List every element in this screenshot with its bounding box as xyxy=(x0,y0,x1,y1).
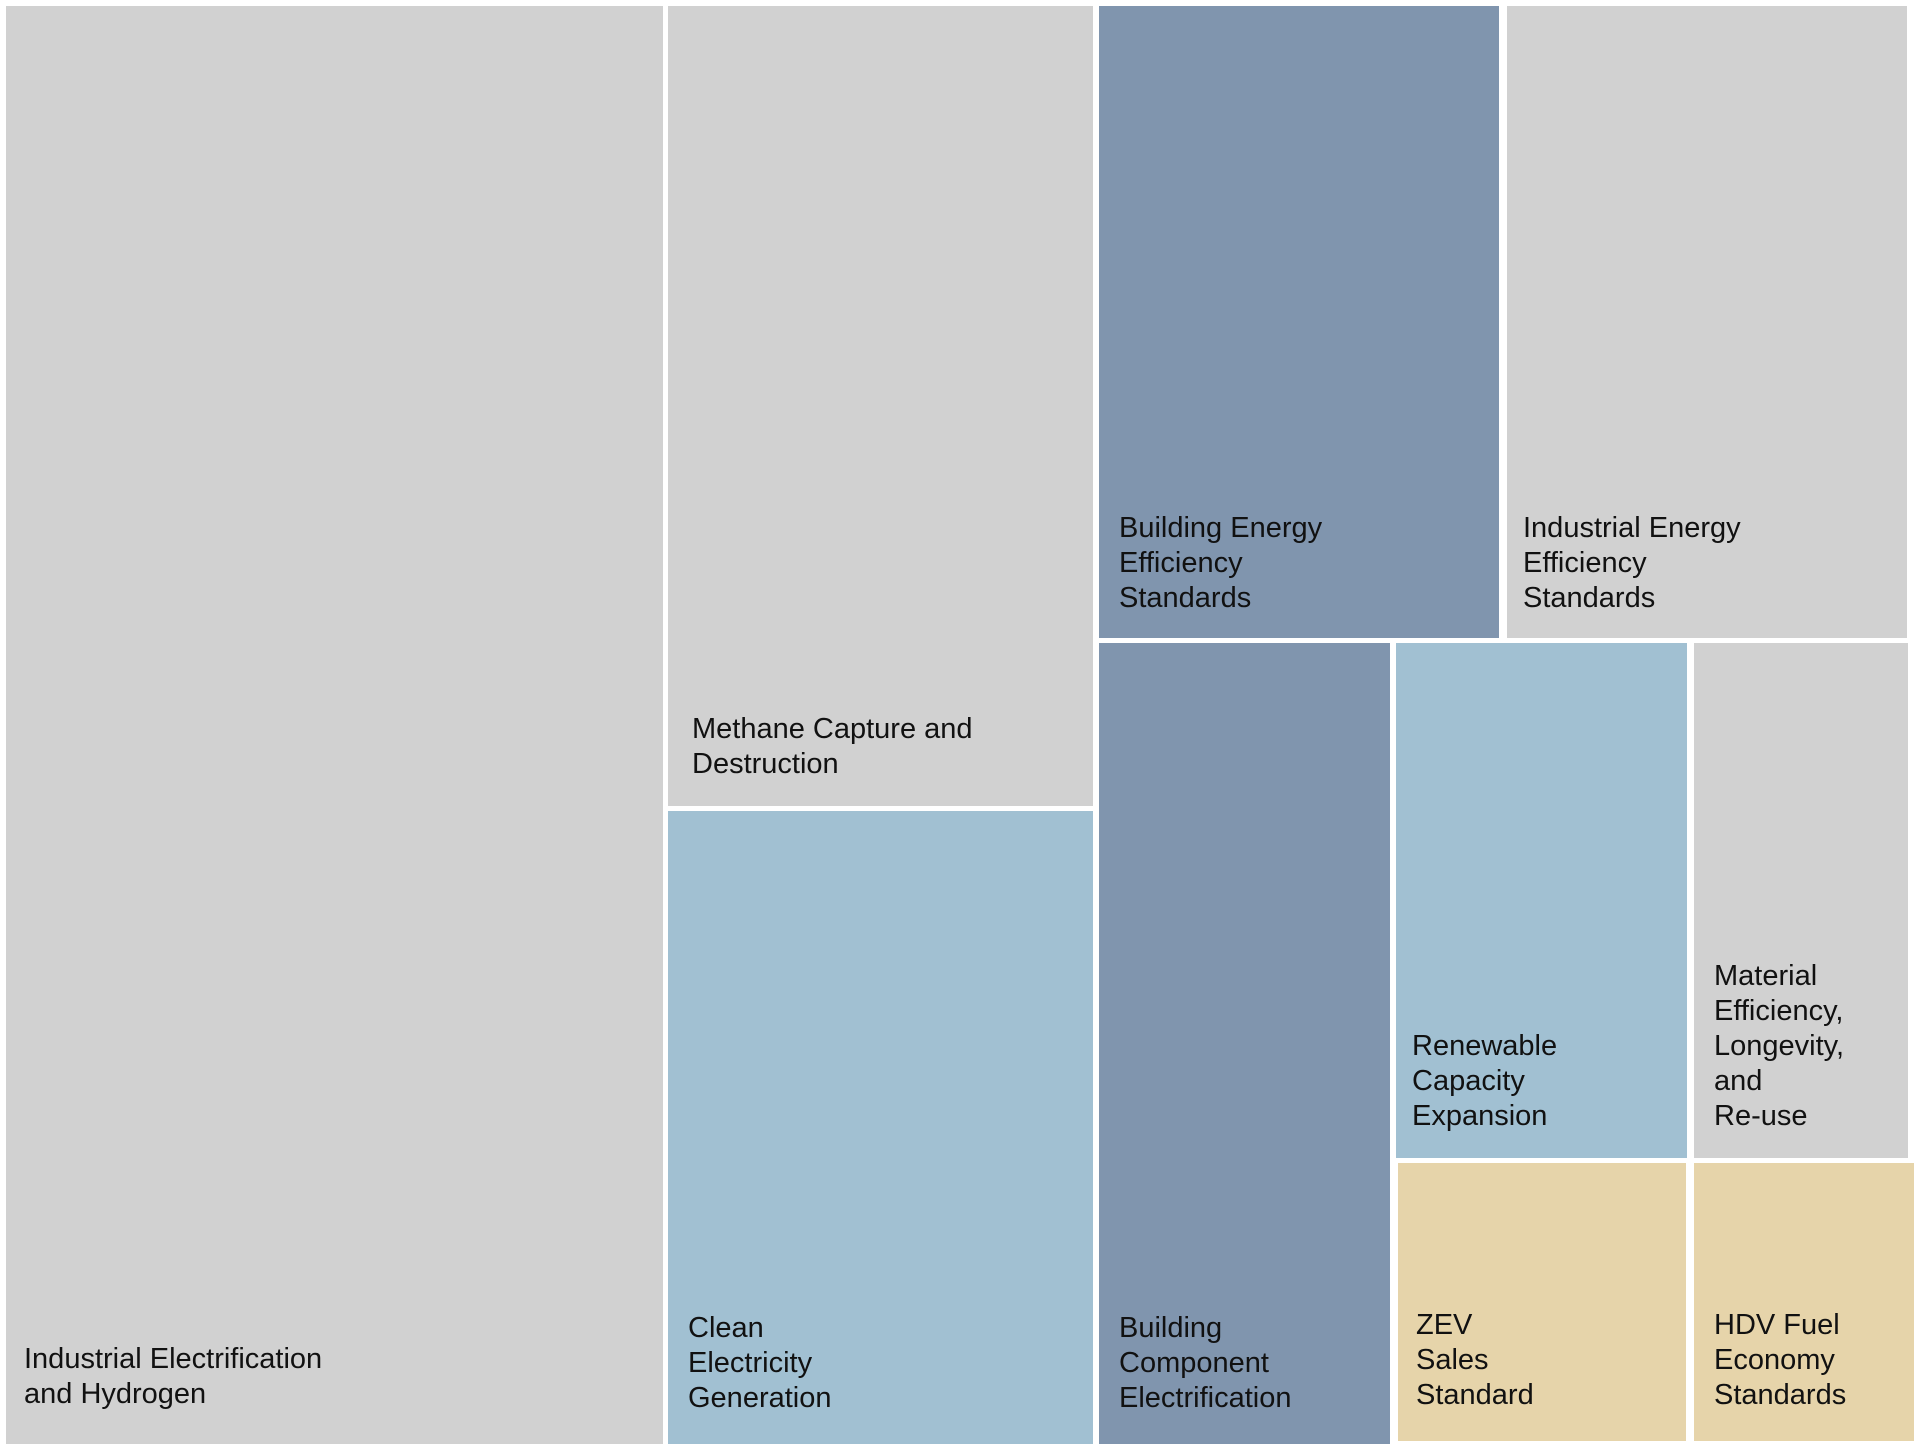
treemap-label-methane-capture-and-destruction: Methane Capture and Destruction xyxy=(692,713,973,780)
treemap-label-zev-sales-standard: ZEV Sales Standard xyxy=(1416,1309,1534,1411)
treemap-label-building-component-electrification: Building Component Electrification xyxy=(1119,1312,1292,1414)
treemap-label-hdv-fuel-economy-standards: HDV Fuel Economy Standards xyxy=(1714,1309,1847,1411)
treemap-tile-hdv-fuel-economy-standards: HDV Fuel Economy Standards xyxy=(1694,1163,1914,1441)
treemap-tile-renewable-capacity-expansion: Renewable Capacity Expansion xyxy=(1396,643,1687,1158)
treemap-tile-industrial-electrification-and-hydrogen: Industrial Electrification and Hydrogen xyxy=(6,6,663,1444)
treemap-label-industrial-energy-efficiency-standards: Industrial Energy Efficiency Standards xyxy=(1523,512,1741,614)
treemap-tile-clean-electricity-generation: Clean Electricity Generation xyxy=(668,811,1093,1444)
treemap-tile-zev-sales-standard: ZEV Sales Standard xyxy=(1398,1163,1686,1441)
treemap-tile-building-energy-efficiency-standards: Building Energy Efficiency Standards xyxy=(1099,6,1499,638)
treemap-label-renewable-capacity-expansion: Renewable Capacity Expansion xyxy=(1412,1030,1558,1132)
treemap-tile-industrial-energy-efficiency-standards: Industrial Energy Efficiency Standards xyxy=(1507,6,1907,638)
treemap-label-building-energy-efficiency-standards: Building Energy Efficiency Standards xyxy=(1119,512,1323,614)
treemap-label-clean-electricity-generation: Clean Electricity Generation xyxy=(688,1312,832,1414)
treemap-tile-methane-capture-and-destruction: Methane Capture and Destruction xyxy=(668,6,1093,806)
treemap-tile-building-component-electrification: Building Component Electrification xyxy=(1099,643,1390,1444)
treemap-tile-material-efficiency-longevity-reuse: Material Efficiency, Longevity, and Re-u… xyxy=(1694,643,1908,1158)
treemap-label-industrial-electrification-and-hydrogen: Industrial Electrification and Hydrogen xyxy=(24,1343,323,1410)
treemap-label-material-efficiency-longevity-reuse: Material Efficiency, Longevity, and Re-u… xyxy=(1714,960,1845,1132)
